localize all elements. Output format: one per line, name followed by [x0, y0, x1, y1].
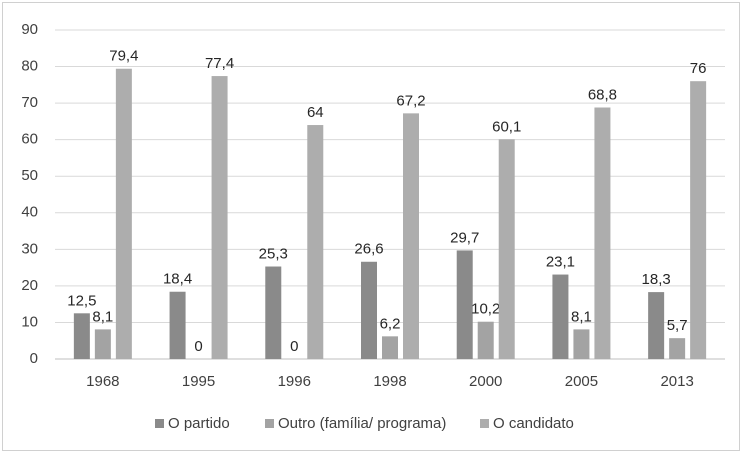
- y-tick-label: 70: [21, 94, 38, 111]
- legend-swatch: [155, 419, 164, 428]
- data-label: 64: [307, 104, 324, 121]
- data-label: 79,4: [109, 48, 138, 65]
- bar: [456, 250, 473, 359]
- legend-label: O candidato: [493, 415, 574, 432]
- legend-swatch: [265, 419, 274, 428]
- y-tick-label: 50: [21, 167, 38, 184]
- data-label: 0: [290, 338, 298, 355]
- data-label: 6,2: [380, 315, 401, 332]
- bar: [361, 261, 377, 359]
- bar: [115, 68, 132, 359]
- data-label: 10,2: [471, 301, 500, 318]
- data-label: 25,3: [259, 245, 288, 262]
- y-tick-label: 30: [21, 240, 38, 257]
- data-label: 5,7: [667, 317, 688, 334]
- bar: [594, 107, 611, 360]
- bar: [648, 292, 665, 359]
- x-tick-label: 2005: [565, 373, 598, 390]
- data-label: 26,6: [354, 241, 383, 258]
- bar: [382, 336, 398, 359]
- x-tick-label: 2013: [660, 373, 693, 390]
- x-tick-label: 1996: [278, 373, 311, 390]
- y-tick-label: 40: [21, 204, 38, 221]
- legend-label: O partido: [168, 415, 230, 432]
- legend-label: Outro (família/ programa): [278, 415, 446, 432]
- y-tick-label: 60: [21, 131, 38, 148]
- data-label: 68,8: [588, 86, 617, 103]
- y-tick-label: 10: [21, 313, 38, 330]
- y-tick-label: 90: [21, 21, 38, 38]
- bar: [265, 266, 282, 359]
- y-tick-label: 0: [30, 350, 38, 367]
- data-label: 76: [690, 60, 707, 77]
- data-label: 67,2: [396, 92, 425, 109]
- data-label: 60,1: [492, 118, 521, 135]
- legend-swatch: [480, 419, 489, 428]
- data-label: 0: [194, 338, 202, 355]
- x-tick-label: 1995: [182, 373, 215, 390]
- bar: [552, 274, 569, 359]
- bar: [94, 329, 111, 359]
- bar: [307, 125, 324, 360]
- data-label: 29,7: [450, 229, 479, 246]
- bar: [211, 76, 228, 359]
- bar: [73, 313, 90, 359]
- bar: [169, 291, 186, 359]
- bar: [573, 329, 590, 359]
- x-tick-label: 2000: [469, 373, 502, 390]
- data-label: 23,1: [546, 254, 575, 271]
- x-tick-label: 1968: [86, 373, 119, 390]
- bar: [477, 321, 494, 359]
- bar: [403, 113, 419, 359]
- data-label: 18,3: [642, 271, 671, 288]
- data-label: 18,4: [163, 271, 192, 288]
- bar: [498, 139, 515, 359]
- x-tick-label: 1998: [373, 373, 406, 390]
- data-label: 8,1: [571, 308, 592, 325]
- data-label: 12,5: [67, 292, 96, 309]
- y-tick-label: 20: [21, 277, 38, 294]
- data-label: 8,1: [92, 308, 113, 325]
- data-label: 77,4: [205, 55, 234, 72]
- y-tick-label: 80: [21, 58, 38, 75]
- bar: [690, 81, 707, 359]
- bar: [669, 338, 686, 359]
